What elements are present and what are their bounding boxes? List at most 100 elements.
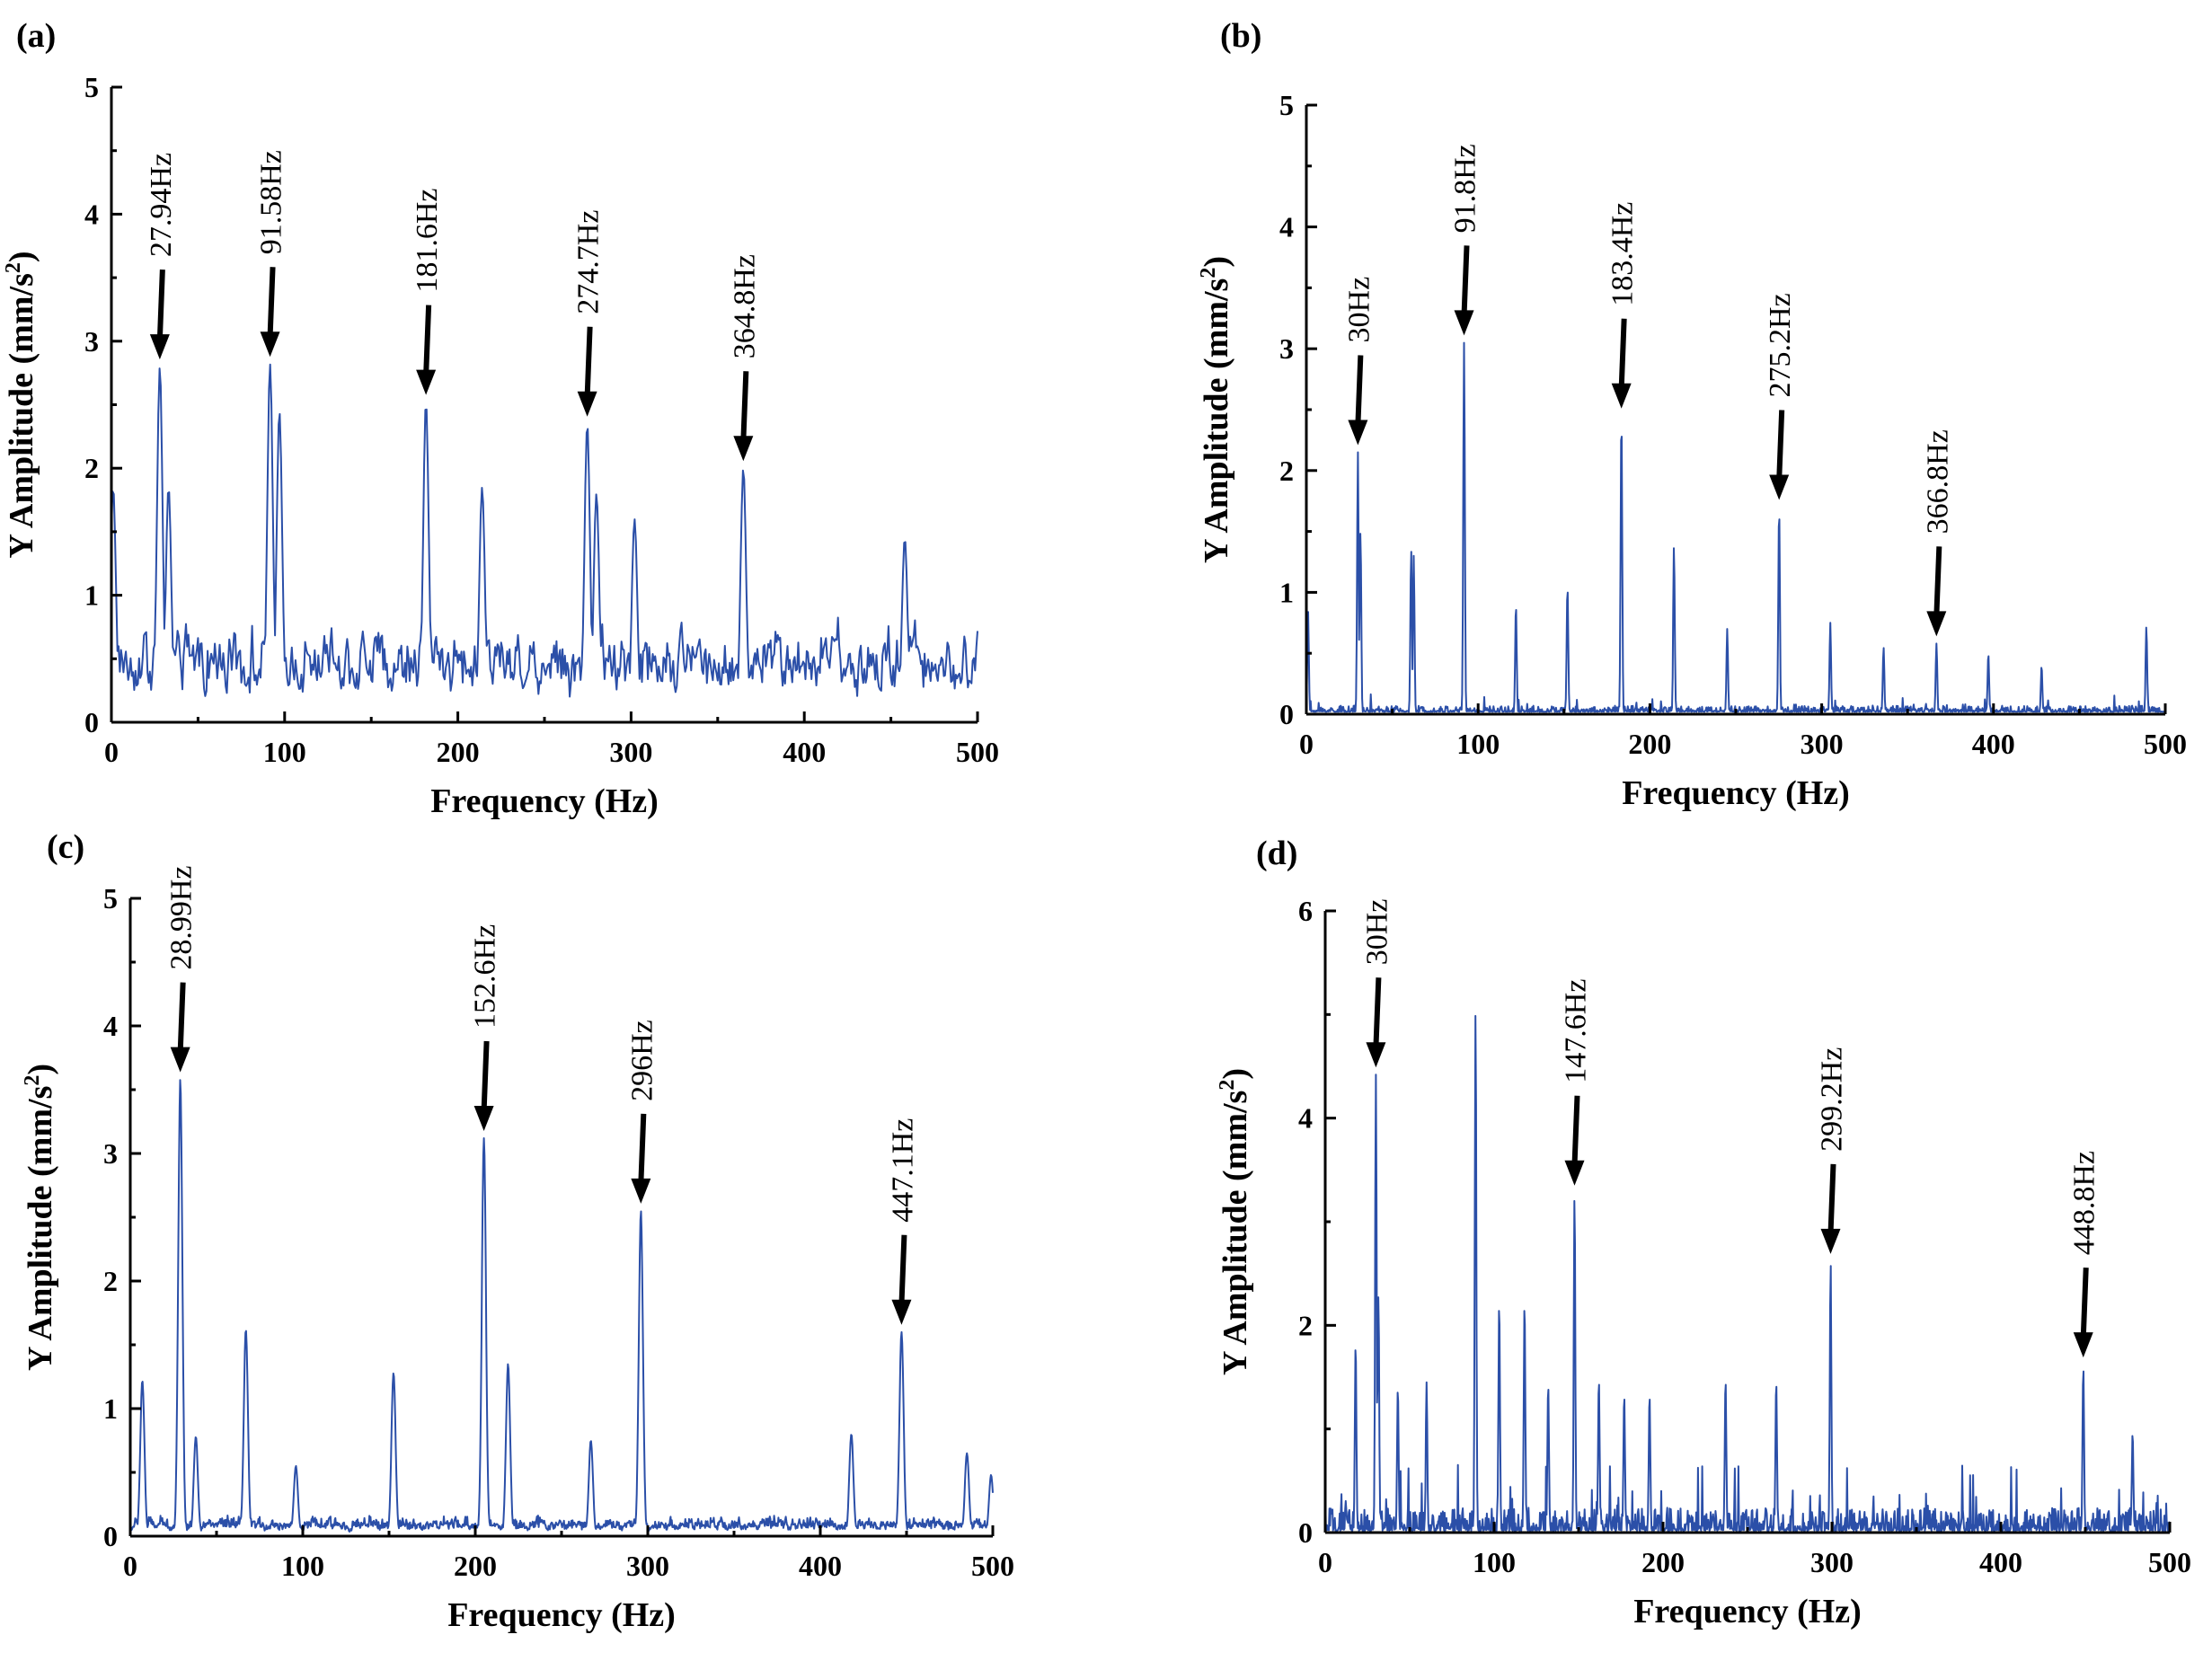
peak-annotation-label: 275.2Hz <box>1764 293 1797 397</box>
x-tick-label: 300 <box>626 1550 669 1582</box>
annotation-arrowhead <box>1926 611 1947 637</box>
peak-annotation-label: 299.2Hz <box>1815 1047 1848 1152</box>
peak-annotation-label: 27.94Hz <box>145 153 178 257</box>
peak-annotation-label: 274.7Hz <box>572 210 606 314</box>
x-tick-label: 500 <box>2144 728 2187 760</box>
y-axis-title-sup: 2 <box>1216 1080 1239 1091</box>
peak-annotation-label: 448.8Hz <box>2068 1151 2101 1255</box>
y-tick-label: 5 <box>103 882 118 915</box>
y-tick-label: 2 <box>1298 1309 1313 1341</box>
annotation-arrowhead <box>473 1105 494 1131</box>
y-tick-label: 1 <box>84 579 99 612</box>
y-axis-title-sup: 2 <box>2 262 25 273</box>
annotation-arrow <box>584 326 593 397</box>
y-tick-label: 0 <box>84 706 99 738</box>
y-axis-title: Y Amplitude (mm/s2) <box>21 1064 59 1371</box>
x-tick-label: 300 <box>1810 1546 1854 1578</box>
y-tick-label: 0 <box>1298 1516 1313 1549</box>
x-tick-label: 500 <box>2148 1546 2191 1578</box>
annotation-arrow <box>2080 1268 2089 1339</box>
annotation-arrowhead <box>631 1178 651 1204</box>
y-axis-title-main: Y Amplitude (mm/s <box>3 273 40 558</box>
y-axis-title-end: ) <box>3 251 40 262</box>
y-tick-label: 5 <box>1279 89 1294 121</box>
x-axis-title: Frequency (Hz) <box>1622 774 1850 812</box>
annotation-arrowhead <box>1454 310 1474 336</box>
panel-c: (c) 0 100 200 300 400 500 0 1 2 3 4 5 Frequency (Hz) Y… <box>21 828 1014 1634</box>
annotation-arrow <box>898 1234 907 1305</box>
y-axis-title-sup: 2 <box>21 1075 44 1086</box>
annotation-arrow <box>638 1113 647 1185</box>
annotation-arrow <box>740 371 749 442</box>
y-tick-label: 2 <box>1279 455 1294 487</box>
annotation-arrowhead <box>149 334 170 360</box>
annotation-arrowhead <box>891 1299 912 1325</box>
annotation-arrow <box>1618 318 1627 389</box>
peak-annotation-label: 447.1Hz <box>886 1118 919 1223</box>
spectrum-line <box>1305 341 2166 713</box>
x-tick-label: 500 <box>971 1550 1014 1582</box>
x-tick-label: 400 <box>783 736 826 768</box>
annotation-arrowhead <box>1769 474 1790 500</box>
x-tick-label: 500 <box>956 736 999 768</box>
y-tick-label: 4 <box>1279 211 1294 243</box>
y-tick-label: 0 <box>103 1520 118 1552</box>
y-tick-label: 3 <box>103 1137 118 1170</box>
y-axis-title: Y Amplitude (mm/s2) <box>1216 1068 1254 1375</box>
annotation-arrowhead <box>416 369 437 395</box>
panel-label: (a) <box>16 17 56 55</box>
y-axis-title-sup: 2 <box>1197 268 1220 278</box>
spectrum-line <box>111 363 978 698</box>
y-axis-title-end: ) <box>22 1064 59 1075</box>
x-tick-label: 100 <box>1473 1546 1516 1578</box>
y-axis-title-main: Y Amplitude (mm/s <box>1217 1091 1254 1375</box>
annotation-arrowhead <box>577 391 597 417</box>
panel-label: (b) <box>1220 17 1261 55</box>
y-tick-label: 4 <box>1298 1102 1313 1135</box>
panel-label: (d) <box>1256 835 1297 872</box>
y-tick-label: 3 <box>84 325 99 358</box>
peak-annotation-label: 181.6Hz <box>411 189 444 293</box>
x-tick-label: 0 <box>1299 728 1314 760</box>
peak-annotation-label: 91.8Hz <box>1449 144 1482 233</box>
annotation-arrow <box>156 269 165 340</box>
annotation-arrowhead <box>260 331 280 358</box>
x-axis-title: Frequency (Hz) <box>447 1596 676 1634</box>
x-tick-label: 400 <box>1979 1546 2022 1578</box>
y-tick-label: 0 <box>1279 698 1294 730</box>
x-tick-label: 300 <box>609 736 652 768</box>
annotation-arrow <box>1461 245 1470 316</box>
y-tick-label: 2 <box>84 452 99 484</box>
y-tick-label: 4 <box>84 198 99 230</box>
annotation-arrow <box>1933 546 1942 617</box>
peak-annotation-label: 296Hz <box>625 1020 659 1101</box>
peak-annotation-label: 91.58Hz <box>255 150 288 254</box>
x-tick-label: 0 <box>1318 1546 1332 1578</box>
annotation-arrow <box>423 305 432 376</box>
annotation-arrowhead <box>733 436 754 462</box>
y-tick-label: 1 <box>103 1392 118 1425</box>
x-tick-label: 200 <box>437 736 480 768</box>
annotation-arrow <box>1776 410 1785 481</box>
annotation-arrowhead <box>1564 1160 1585 1186</box>
peak-annotation-label: 30Hz <box>1360 899 1394 966</box>
annotation-arrow <box>1827 1163 1836 1234</box>
x-tick-label: 0 <box>123 1550 137 1582</box>
x-tick-label: 200 <box>454 1550 497 1582</box>
x-tick-label: 0 <box>104 736 119 768</box>
x-tick-label: 200 <box>1641 1546 1685 1578</box>
peak-annotation-label: 183.4Hz <box>1606 202 1640 306</box>
peak-annotation-label: 30Hz <box>1342 277 1376 343</box>
annotation-arrow <box>177 982 186 1053</box>
x-axis-title: Frequency (Hz) <box>430 782 659 820</box>
y-tick-label: 3 <box>1279 332 1294 365</box>
panel-d: (d) 0 100 200 300 400 500 0 2 4 6 Frequency (Hz) Y A… <box>1216 835 2191 1630</box>
y-axis-title-main: Y Amplitude (mm/s <box>22 1086 59 1371</box>
annotation-arrow <box>267 267 276 338</box>
peak-annotation-label: 28.99Hz <box>165 865 199 969</box>
annotation-arrow <box>481 1040 490 1112</box>
x-tick-label: 200 <box>1628 728 1671 760</box>
annotation-arrowhead <box>1366 1042 1386 1068</box>
y-tick-label: 4 <box>103 1010 118 1042</box>
